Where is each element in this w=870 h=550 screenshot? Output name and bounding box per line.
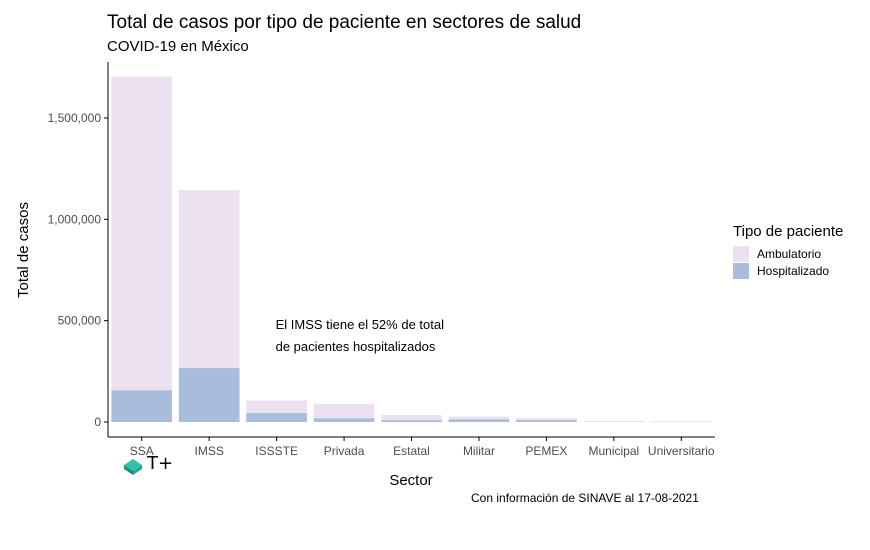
y-tick-label: 0 <box>94 415 101 429</box>
x-tick-label: Universitario <box>648 444 715 458</box>
bar-hospitalizado-pemex <box>516 420 577 422</box>
annotation-line: de pacientes hospitalizados <box>276 339 436 354</box>
bar-hospitalizado-militar <box>448 419 510 422</box>
bar-ambulatorio-municipal <box>583 421 645 422</box>
y-tick-label: 500,000 <box>58 314 102 328</box>
x-tick-label: Militar <box>463 444 495 458</box>
annotation: El IMSS tiene el 52% de total de paciente… <box>276 317 444 354</box>
y-tick-label: 1,000,000 <box>48 212 102 226</box>
bar-ambulatorio-issste <box>246 400 307 414</box>
chart-subtitle: COVID-19 en México <box>107 38 249 55</box>
bars-layer <box>111 76 712 422</box>
bar-hospitalizado-ssa <box>111 390 173 422</box>
bar-ambulatorio-privada <box>313 404 375 419</box>
legend-label-hospitalizado: Hospitalizado <box>757 264 829 278</box>
axes-layer: 0 500,000 1,000,000 1,500,000 SSA IMSS ISSSTE P… <box>48 62 715 458</box>
x-tick-label: ISSSTE <box>255 444 298 458</box>
annotation-line: El IMSS tiene el 52% de total <box>276 317 444 332</box>
legend: Tipo de paciente Ambulatorio Hospitalizado <box>733 223 843 279</box>
bar-hospitalizado-issste <box>246 413 307 422</box>
y-tick-label: 1,500,000 <box>48 111 102 125</box>
caption: Con información de SINAVE al 17-08-2021 <box>471 491 699 505</box>
legend-swatch-ambulatorio <box>733 246 749 262</box>
x-tick-label: Estatal <box>393 444 430 458</box>
legend-label-ambulatorio: Ambulatorio <box>757 247 821 261</box>
bar-ambulatorio-militar <box>448 416 510 420</box>
x-tick-label: SSA <box>130 444 154 458</box>
bar-ambulatorio-estatal <box>381 415 442 421</box>
logo-text: T+ <box>147 453 174 474</box>
chart-title: Total de casos por tipo de paciente en s… <box>107 12 582 33</box>
x-tick-label: Privada <box>324 444 365 458</box>
bar-hospitalizado-privada <box>313 418 375 422</box>
bar-hospitalizado-estatal <box>381 420 442 422</box>
y-axis-label: Total de casos <box>15 202 32 298</box>
x-tick-label: IMSS <box>194 444 223 458</box>
x-tick-label: Municipal <box>588 444 639 458</box>
logo-icon <box>124 459 142 475</box>
legend-swatch-hospitalizado <box>733 263 749 279</box>
bar-hospitalizado-imss <box>178 368 240 422</box>
x-tick-label: PEMEX <box>525 444 567 458</box>
x-axis-label: Sector <box>389 472 432 489</box>
bar-ambulatorio-pemex <box>516 417 577 421</box>
bar-ambulatorio-ssa <box>111 76 173 391</box>
logo: T+ <box>123 453 183 476</box>
legend-title: Tipo de paciente <box>733 223 843 240</box>
bar-ambulatorio-imss <box>178 189 240 369</box>
